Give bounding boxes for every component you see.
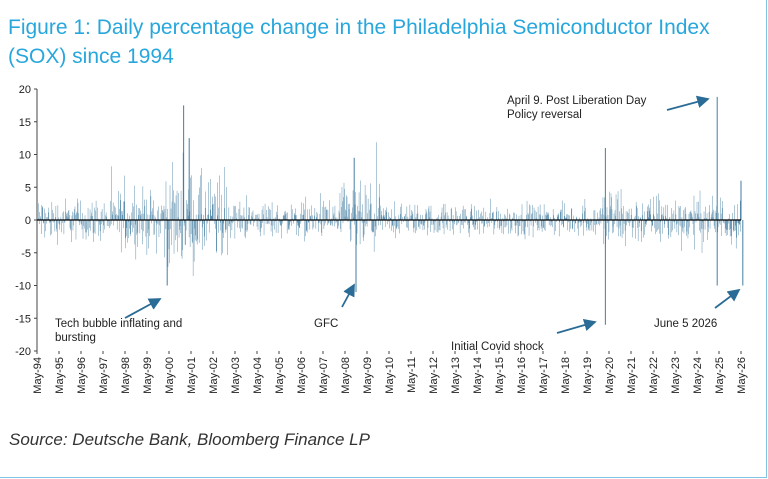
x-tick-label: May-08 (340, 357, 352, 394)
annotation-text: bursting (55, 332, 96, 344)
x-tick-label: May-06 (296, 357, 308, 394)
x-tick-label: May-10 (384, 357, 396, 394)
x-tick-label: May-99 (142, 357, 154, 394)
x-tick-label: May-09 (362, 357, 374, 394)
x-tick-label: May-01 (186, 357, 198, 394)
y-tick-label: -20 (15, 346, 31, 358)
series-bars (37, 96, 744, 325)
x-tick-label: May-16 (516, 357, 528, 394)
x-tick-label: May-02 (208, 357, 220, 394)
y-tick-label: -10 (15, 281, 31, 293)
x-tick-label: May-25 (714, 357, 726, 394)
x-tick-label: May-21 (626, 357, 638, 394)
y-axis: 20 15 10 5 0 -5 -10 -15 -20 (15, 84, 38, 358)
x-tick-label: May-11 (406, 357, 418, 393)
x-tick-label: May-18 (560, 357, 572, 394)
x-axis: May-94 May-95 May-96 May-97 May-98 May-99 May-… (32, 351, 748, 394)
x-tick-label: May-26 (736, 357, 748, 394)
y-tick-label: -15 (15, 313, 31, 325)
x-tick-label: May-94 (32, 357, 44, 394)
y-tick-label: 15 (19, 117, 31, 129)
annotation-arrow (714, 288, 741, 309)
x-tick-label: May-95 (54, 357, 66, 394)
chart-title: Figure 1: Daily percentage change in the… (8, 16, 710, 68)
x-tick-label: May-24 (692, 357, 704, 394)
x-tick-label: May-15 (494, 357, 506, 394)
x-tick-label: May-19 (582, 357, 594, 394)
x-tick-label: May-00 (164, 357, 176, 394)
daily-change-bars (37, 142, 741, 277)
annotation-arrow (341, 283, 355, 308)
x-tick-label: May-98 (120, 357, 132, 394)
annotation-text: Initial Covid shock (451, 341, 544, 353)
annotation-arrow (666, 95, 710, 111)
annotation-arrow (556, 318, 597, 334)
x-tick-label: May-13 (450, 357, 462, 394)
annotation-text: Tech bubble inflating and (55, 318, 182, 330)
annotation-arrow (124, 298, 162, 319)
x-tick-label: May-23 (670, 357, 682, 394)
annotation-text: April 9. Post Liberation Day (507, 95, 647, 107)
annotation-text: Policy reversal (507, 109, 582, 121)
x-tick-label: May-22 (648, 357, 660, 394)
x-tick-label: May-04 (252, 357, 264, 394)
y-tick-label: 5 (25, 182, 31, 194)
x-tick-label: May-05 (274, 357, 286, 394)
x-tick-label: May-20 (604, 357, 616, 394)
y-tick-label: -5 (21, 248, 31, 260)
y-tick-label: 20 (19, 84, 31, 96)
annotations: Tech bubble inflating and bursting GFC Init… (55, 95, 741, 353)
x-tick-label: May-03 (230, 357, 242, 394)
annotation-text: June 5 2026 (654, 318, 717, 330)
x-tick-label: May-07 (318, 357, 330, 394)
source-note: Source: Deutsche Bank, Bloomberg Finance… (9, 430, 370, 449)
x-tick-label: May-14 (472, 357, 484, 394)
x-tick-label: May-96 (76, 357, 88, 394)
x-tick-label: May-12 (428, 357, 440, 394)
annotation-text: GFC (314, 318, 338, 330)
x-tick-label: May-17 (538, 357, 550, 394)
x-tick-label: May-97 (98, 357, 110, 394)
y-tick-label: 0 (25, 215, 31, 227)
y-tick-label: 10 (19, 150, 31, 162)
